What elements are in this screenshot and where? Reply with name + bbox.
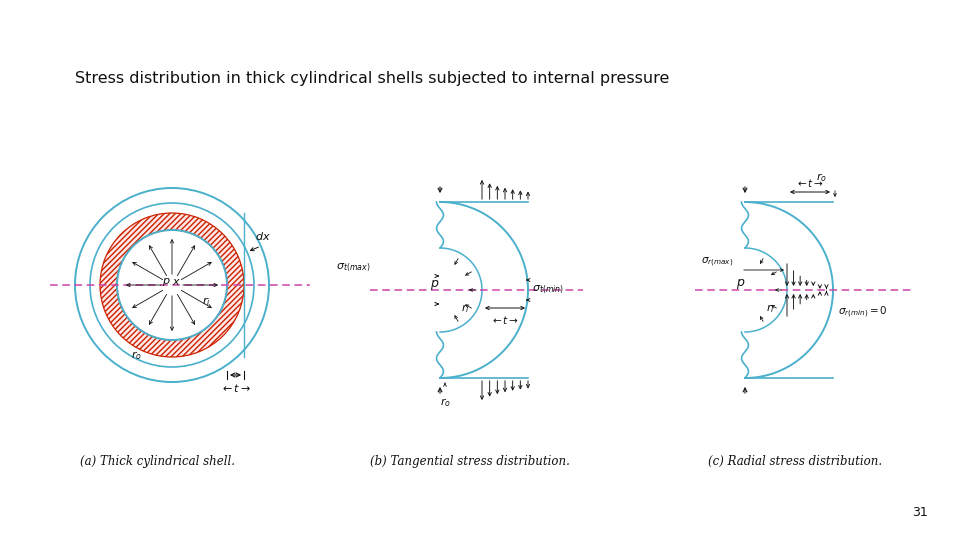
Text: $r_i$: $r_i$ <box>766 302 775 315</box>
Text: $p$: $p$ <box>161 276 170 288</box>
Text: $p$: $p$ <box>430 278 440 292</box>
Text: $\sigma_{r(min)}=0$: $\sigma_{r(min)}=0$ <box>838 305 888 320</box>
Text: $dx$: $dx$ <box>255 230 271 242</box>
Text: $r_i$: $r_i$ <box>203 295 211 308</box>
Text: $r_o$: $r_o$ <box>131 349 141 362</box>
Text: $x$: $x$ <box>172 277 180 287</box>
Text: $r_i$: $r_i$ <box>461 302 469 315</box>
Text: (c) Radial stress distribution.: (c) Radial stress distribution. <box>708 455 882 468</box>
Text: Stress distribution in thick cylindrical shells subjected to internal pressure: Stress distribution in thick cylindrical… <box>75 71 669 85</box>
Text: $\sigma_{t(min)}$: $\sigma_{t(min)}$ <box>532 284 564 296</box>
Text: $\leftarrow t \rightarrow$: $\leftarrow t \rightarrow$ <box>491 314 519 326</box>
Text: $\leftarrow t \rightarrow$: $\leftarrow t \rightarrow$ <box>796 177 825 189</box>
Text: $\sigma_{t(max)}$: $\sigma_{t(max)}$ <box>336 262 370 274</box>
Text: $r_o$: $r_o$ <box>440 396 450 409</box>
Text: (a) Thick cylindrical shell.: (a) Thick cylindrical shell. <box>80 455 234 468</box>
Text: 31: 31 <box>912 505 928 518</box>
Text: $\sigma_{r(max)}$: $\sigma_{r(max)}$ <box>701 255 733 269</box>
Text: $r_o$: $r_o$ <box>815 171 827 184</box>
Wedge shape <box>100 213 244 357</box>
Text: $\leftarrow t \rightarrow$: $\leftarrow t \rightarrow$ <box>220 382 251 394</box>
Text: (b) Tangential stress distribution.: (b) Tangential stress distribution. <box>370 455 570 468</box>
Text: $p$: $p$ <box>736 277 746 291</box>
